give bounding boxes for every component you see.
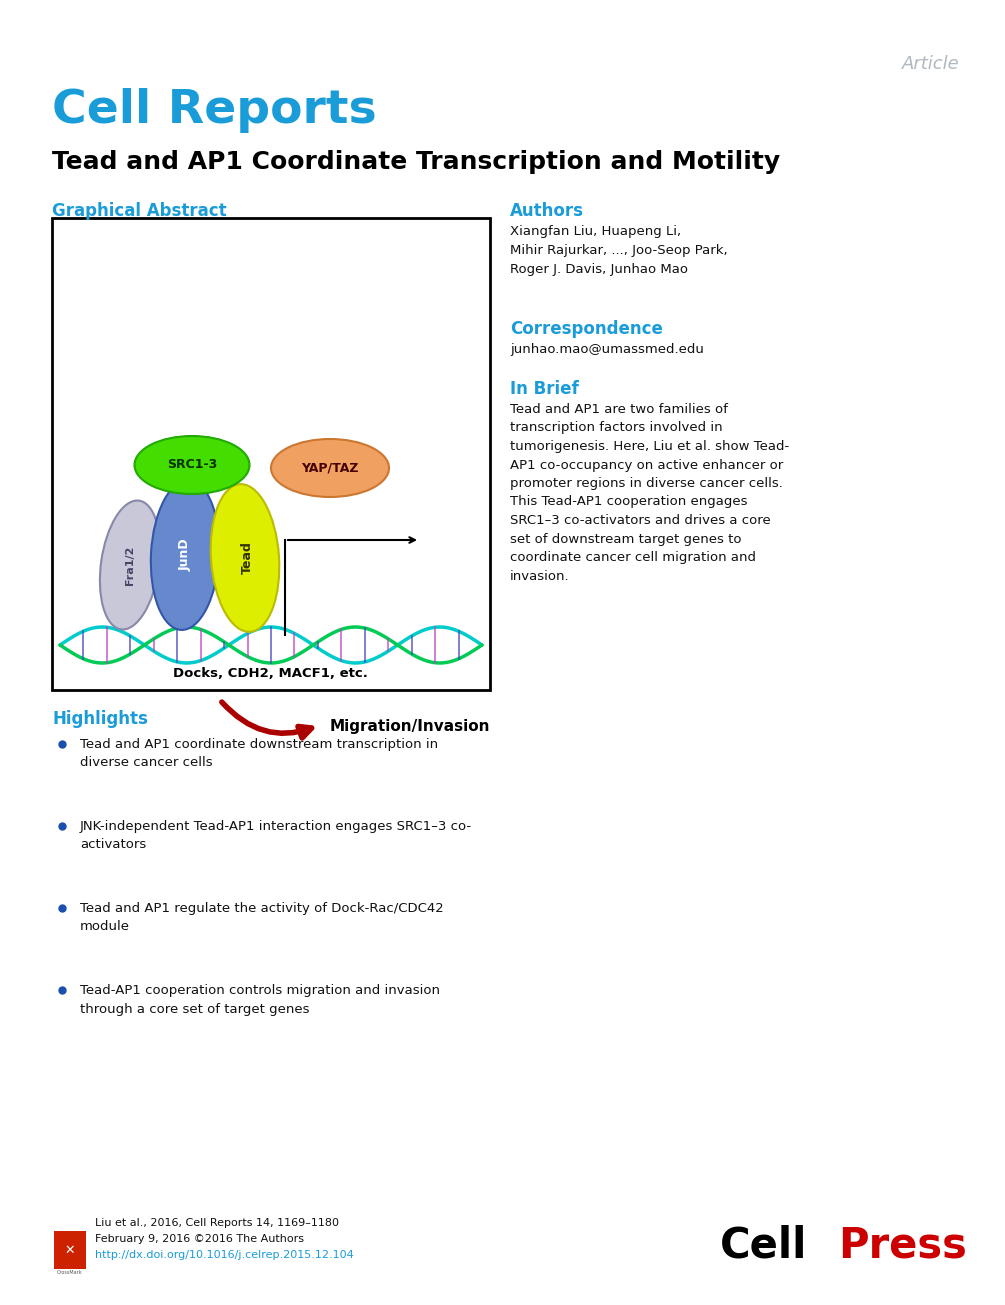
Text: Graphical Abstract: Graphical Abstract (52, 202, 226, 221)
Text: Liu et al., 2016, Cell Reports 14, 1169–1180: Liu et al., 2016, Cell Reports 14, 1169–… (95, 1218, 339, 1228)
Text: ✕: ✕ (64, 1244, 75, 1257)
Text: Tead and AP1 Coordinate Transcription and Motility: Tead and AP1 Coordinate Transcription an… (52, 150, 780, 174)
Text: Migration/Invasion: Migration/Invasion (330, 719, 490, 735)
Text: Highlights: Highlights (52, 710, 148, 728)
Text: Cell: Cell (720, 1225, 807, 1267)
Text: Correspondence: Correspondence (510, 320, 663, 338)
Text: Tead-AP1 cooperation controls migration and invasion
through a core set of targe: Tead-AP1 cooperation controls migration … (80, 984, 440, 1015)
Text: JNK-independent Tead-AP1 interaction engages SRC1–3 co-
activators: JNK-independent Tead-AP1 interaction eng… (80, 820, 472, 851)
Text: Tead: Tead (240, 542, 253, 574)
Text: Docks, CDH2, MACF1, etc.: Docks, CDH2, MACF1, etc. (173, 667, 368, 680)
FancyArrowPatch shape (222, 702, 312, 737)
Text: Tead and AP1 regulate the activity of Dock-Rac/CDC42
module: Tead and AP1 regulate the activity of Do… (80, 902, 444, 933)
Bar (52, 218, 490, 690)
Text: SRC1-3: SRC1-3 (167, 458, 217, 471)
Text: YAP/TAZ: YAP/TAZ (302, 462, 359, 475)
Text: CrossMark: CrossMark (57, 1270, 82, 1275)
Text: http://dx.doi.org/10.1016/j.celrep.2015.12.104: http://dx.doi.org/10.1016/j.celrep.2015.… (95, 1250, 354, 1261)
Text: Cell Reports: Cell Reports (52, 87, 377, 133)
Text: In Brief: In Brief (510, 380, 579, 398)
Text: Fra1/2: Fra1/2 (125, 545, 135, 585)
FancyBboxPatch shape (54, 1231, 86, 1268)
Ellipse shape (151, 480, 219, 630)
Text: JunD: JunD (179, 539, 192, 572)
Text: Article: Article (902, 55, 960, 73)
Ellipse shape (211, 484, 279, 632)
Text: junhao.mao@umassmed.edu: junhao.mao@umassmed.edu (510, 343, 704, 356)
Text: February 9, 2016 ©2016 The Authors: February 9, 2016 ©2016 The Authors (95, 1235, 304, 1244)
Ellipse shape (135, 436, 249, 495)
Text: Authors: Authors (510, 202, 584, 221)
Text: Xiangfan Liu, Huapeng Li,
Mihir Rajurkar, ..., Joo-Seop Park,
Roger J. Davis, Ju: Xiangfan Liu, Huapeng Li, Mihir Rajurkar… (510, 224, 728, 275)
Ellipse shape (271, 438, 389, 497)
Text: Tead and AP1 coordinate downstream transcription in
diverse cancer cells: Tead and AP1 coordinate downstream trans… (80, 739, 438, 770)
Text: Press: Press (838, 1225, 967, 1267)
Ellipse shape (99, 501, 160, 629)
Text: Tead and AP1 are two families of
transcription factors involved in
tumorigenesis: Tead and AP1 are two families of transcr… (510, 403, 789, 582)
